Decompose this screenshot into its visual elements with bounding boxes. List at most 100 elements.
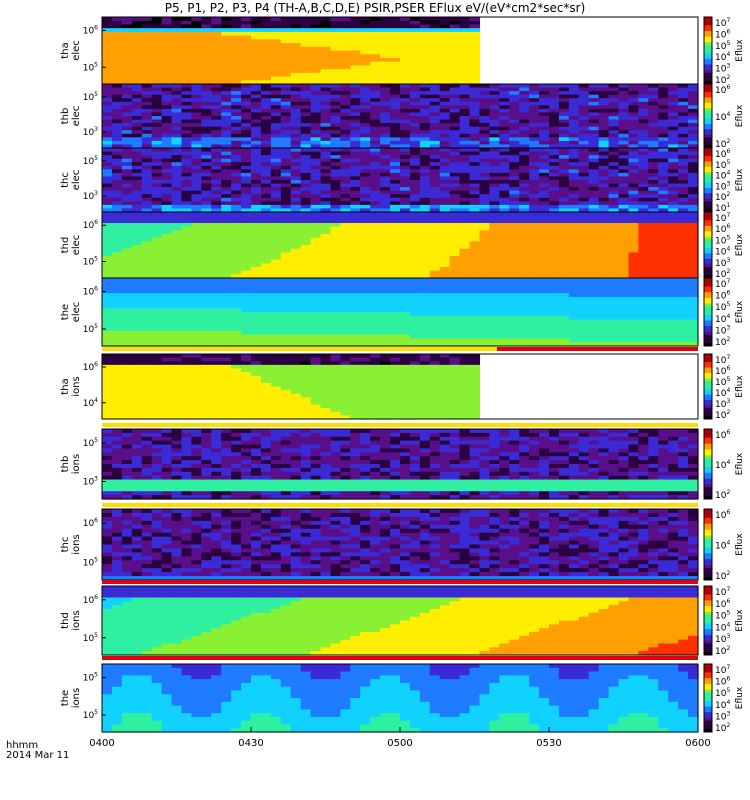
heatmap-cell (171, 65, 183, 70)
heatmap-cell (310, 219, 322, 224)
heatmap-cell (370, 76, 381, 81)
heatmap-cell (648, 267, 659, 272)
heatmap-cell (598, 212, 610, 217)
heatmap-cell (400, 43, 411, 48)
heatmap-cell (310, 87, 322, 92)
heatmap-cell (588, 98, 600, 103)
heatmap-cell (280, 172, 292, 178)
heatmap-cell (290, 39, 302, 44)
heatmap-cell (509, 187, 520, 192)
heatmap-cell (340, 155, 351, 160)
heatmap-cell (668, 87, 679, 92)
heatmap-cell (171, 293, 183, 298)
heatmap-cell (549, 105, 560, 110)
heatmap-cell (688, 245, 699, 250)
heatmap-cell (290, 87, 302, 92)
heatmap-cell (658, 123, 669, 128)
heatmap-cell (400, 98, 411, 103)
heatmap-cell (141, 342, 153, 347)
heatmap-cell (330, 190, 341, 195)
heatmap-cell (320, 201, 332, 206)
heatmap-cell (221, 308, 232, 313)
heatmap-cell (588, 223, 600, 228)
heatmap-cell (102, 17, 113, 22)
heatmap-cell (449, 158, 461, 163)
heatmap-cell (390, 61, 401, 66)
heatmap-cell (519, 119, 530, 124)
heatmap-cell (469, 116, 481, 121)
heatmap-cell (618, 187, 630, 192)
heatmap-cell (350, 323, 361, 328)
heatmap-cell (409, 72, 421, 78)
heatmap-cell (648, 270, 659, 275)
heatmap-cell (539, 197, 550, 202)
heatmap-cell (568, 162, 580, 167)
heatmap-cell (489, 158, 500, 163)
heatmap-cell (221, 312, 232, 317)
heatmap-cell (102, 84, 113, 89)
heatmap-cell (409, 323, 421, 328)
heatmap-cell (290, 20, 302, 26)
heatmap-cell (320, 338, 332, 343)
heatmap-cell (320, 256, 332, 261)
heatmap-cell (330, 84, 341, 89)
heatmap-cell (121, 133, 133, 138)
heatmap-cell (539, 256, 550, 261)
heatmap-cell (638, 204, 649, 210)
heatmap-cell (380, 201, 391, 206)
heatmap-cell (221, 183, 232, 188)
heatmap-cell (260, 87, 272, 92)
heatmap-cell (449, 296, 461, 302)
heatmap-cell (191, 148, 202, 153)
heatmap-cell (608, 223, 620, 228)
heatmap-cell (578, 263, 590, 268)
heatmap-cell (688, 234, 699, 239)
heatmap-cell (380, 17, 391, 22)
heatmap-cell (409, 267, 421, 272)
heatmap-cell (211, 43, 222, 48)
heatmap-cell (409, 176, 421, 181)
heatmap-cell (251, 169, 262, 174)
colorbar-segment (704, 137, 712, 141)
heatmap-cell (310, 338, 322, 343)
heatmap-cell (558, 87, 570, 92)
heatmap-cell (330, 319, 341, 324)
heatmap-cell (320, 130, 332, 135)
y-axis-label: thd (60, 237, 71, 254)
heatmap-cell (320, 84, 332, 89)
heatmap-cell (102, 334, 113, 340)
heatmap-cell (409, 172, 421, 178)
heatmap-cell (201, 35, 212, 40)
heatmap-cell (628, 137, 639, 142)
heatmap-cell (241, 130, 252, 135)
heatmap-cell (350, 245, 361, 250)
heatmap-cell (201, 46, 212, 52)
heatmap-cell (638, 151, 649, 156)
heatmap-cell (539, 201, 550, 206)
heatmap-cell (320, 39, 332, 44)
heatmap-cell (469, 237, 481, 242)
heatmap-cell (549, 245, 560, 250)
heatmap-cell (290, 84, 302, 89)
heatmap-cell (111, 278, 123, 283)
heatmap-cell (131, 223, 143, 228)
heatmap-cell (280, 108, 292, 114)
heatmap-cell (558, 342, 570, 347)
heatmap-cell (400, 300, 411, 306)
heatmap-cell (300, 176, 312, 181)
heatmap-cell (310, 80, 322, 85)
heatmap-cell (499, 267, 510, 272)
heatmap-cell (211, 300, 222, 306)
heatmap-cell (211, 204, 222, 210)
heatmap-cell (519, 308, 530, 313)
heatmap-cell (449, 278, 461, 283)
heatmap-cell (628, 140, 639, 146)
heatmap-cell (151, 69, 163, 74)
heatmap-cell (260, 24, 272, 29)
heatmap-cell (131, 116, 143, 121)
heatmap-cell (350, 190, 361, 195)
heatmap-cell (469, 190, 481, 195)
heatmap-cell (310, 54, 322, 59)
colorbar-segment (704, 174, 712, 178)
heatmap-cell (618, 219, 630, 224)
